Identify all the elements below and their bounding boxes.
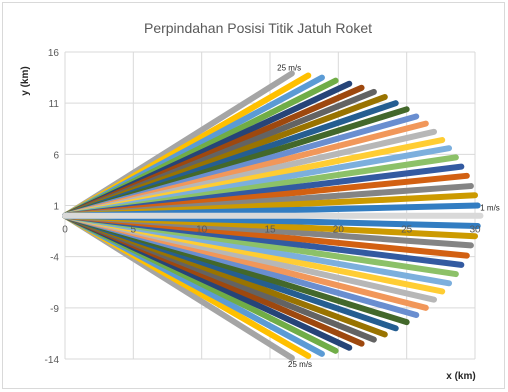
y-tick-label: -9 (50, 304, 59, 315)
y-tick-label: 16 (48, 48, 60, 59)
y-tick-label: -4 (50, 253, 59, 264)
y-tick-label: 6 (53, 150, 59, 161)
y-tick-label: -14 (45, 355, 60, 366)
annotations: 25 m/s 25 m/s 1 m/s (277, 63, 500, 369)
speed-annotation: 1 m/s (480, 204, 500, 213)
x-tick-label: 10 (196, 225, 208, 236)
speed-annotation: 25 m/s (288, 360, 312, 369)
x-tick-label: 20 (333, 225, 345, 236)
x-tick-label: 5 (131, 225, 137, 236)
x-tick-label: 25 (401, 225, 413, 236)
chart-frame: Perpindahan Posisi Titik Jatuh Roket 16 1… (2, 2, 505, 389)
x-tick-label: 30 (469, 225, 481, 236)
x-axis-label: x (km) (446, 371, 475, 382)
y-tick-label: 1 (53, 202, 59, 213)
y-tick-label: 11 (49, 99, 60, 110)
chart-title: Perpindahan Posisi Titik Jatuh Roket (144, 20, 372, 36)
data-series (62, 70, 484, 361)
x-tick-label: 0 (62, 225, 68, 236)
x-tick-label: 15 (264, 225, 276, 236)
y-axis-label: y (km) (20, 66, 31, 95)
chart-svg: Perpindahan Posisi Titik Jatuh Roket 161… (20, 20, 500, 382)
speed-annotation: 25 m/s (277, 63, 301, 72)
tick-labels: 16 11 6 1 -4 -9 -14 0 5 10 15 20 25 30 (45, 48, 481, 366)
